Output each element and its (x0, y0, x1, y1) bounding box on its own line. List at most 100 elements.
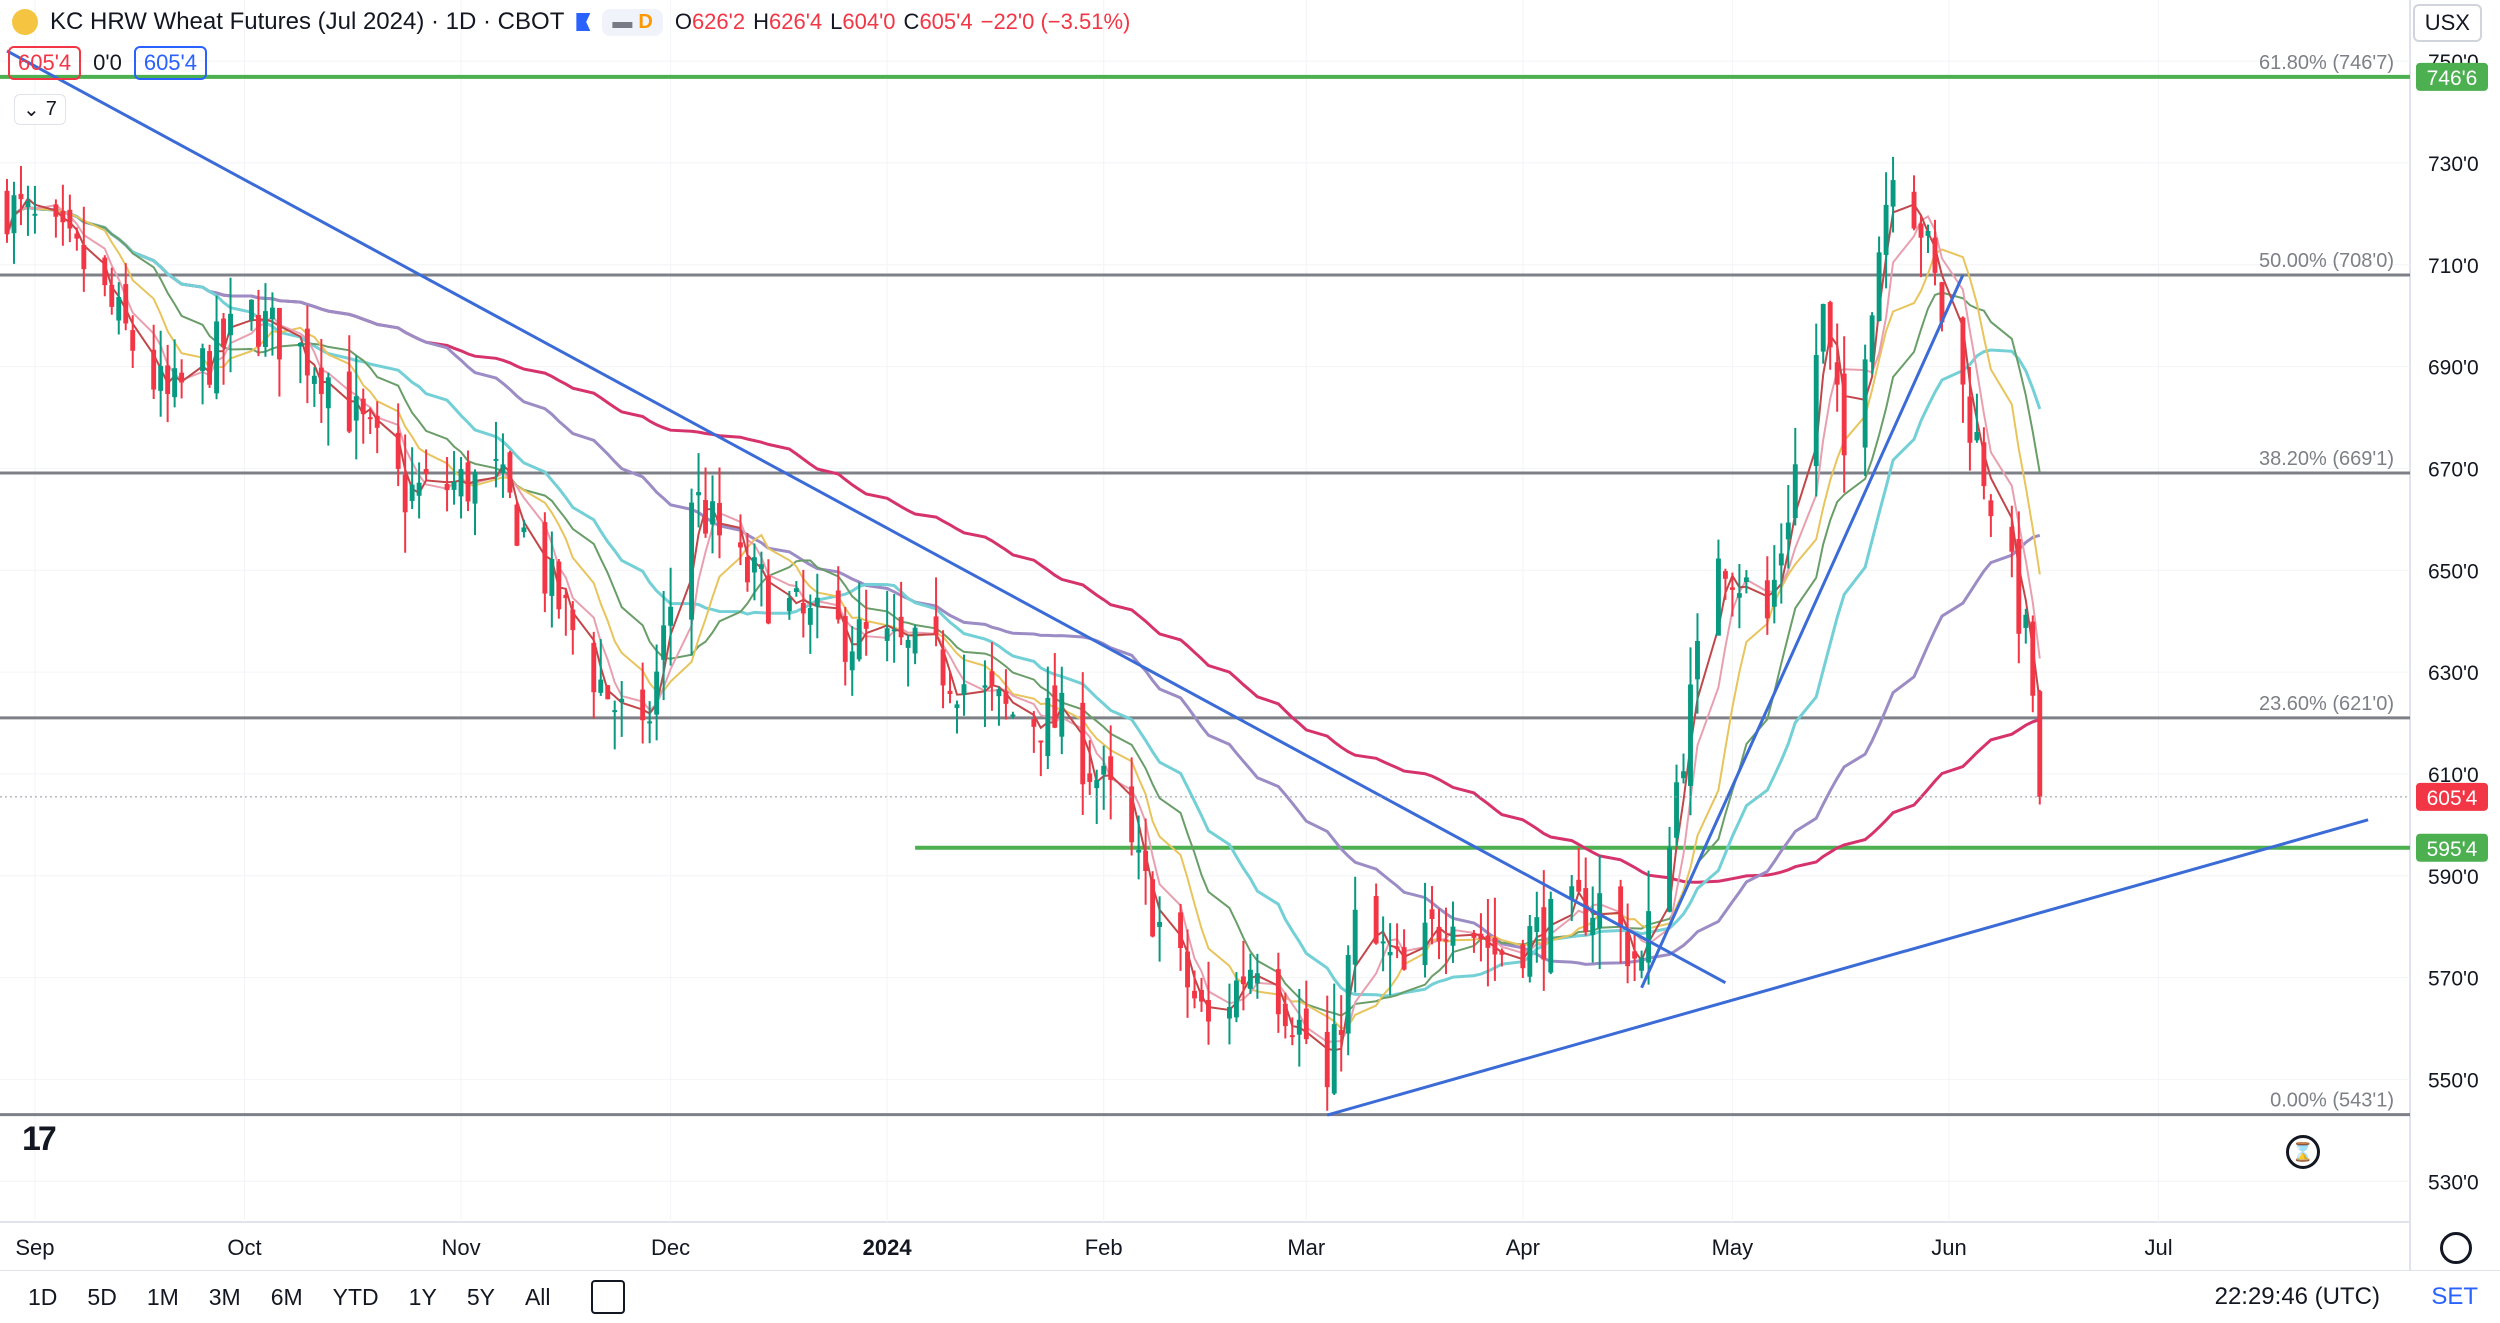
candle-body (1394, 946, 1400, 950)
candle-body (661, 625, 667, 660)
x-tick-label: Oct (227, 1235, 261, 1260)
indicators-toggle[interactable]: ⌄ 7 (14, 94, 66, 125)
fib-level-label: 23.60% (621'0) (2259, 693, 2394, 715)
timeframe-1y[interactable]: 1Y (408, 1283, 437, 1310)
candle-body (1764, 580, 1770, 619)
fib-level-label: 61.80% (746'7) (2259, 52, 2394, 74)
sell-button[interactable]: 605'4 (8, 46, 82, 80)
timeframe-6m[interactable]: 6M (270, 1283, 303, 1310)
candle-body (1743, 577, 1749, 583)
candle-body (647, 721, 653, 724)
timeframe-5y[interactable]: 5Y (466, 1283, 495, 1310)
candle-body (165, 365, 171, 395)
hourglass-icon[interactable]: ⌛ (2286, 1135, 2320, 1169)
candle-body (1003, 691, 1009, 704)
candle-body (493, 458, 499, 461)
candle-body (346, 371, 352, 432)
candle-body (1296, 1019, 1302, 1035)
candle-body (311, 375, 317, 384)
candle-body (1038, 740, 1044, 743)
candle-body (1178, 912, 1183, 948)
last-price-badge: 605'4 (2427, 787, 2478, 810)
delay-badge: D (638, 10, 653, 33)
y-tick-label: 710'0 (2428, 255, 2479, 278)
candle-body (25, 200, 31, 208)
settings-gear-icon[interactable] (2440, 1232, 2472, 1264)
candle-body (800, 602, 806, 614)
bottom-toolbar: 1D 5D 1M 3M 6M YTD 1Y 5Y All 22:29:46 (U… (0, 1270, 2500, 1323)
candle-body (60, 210, 66, 223)
candle-body (1932, 237, 1938, 273)
candle-body (1471, 932, 1477, 938)
candle-body (591, 642, 597, 693)
fib-level-label: 50.00% (708'0) (2259, 250, 2394, 272)
trade-row: 605'4 0'0 605'4 (8, 46, 207, 80)
clock-readout[interactable]: 22:29:46 (UTC) (2214, 1283, 2380, 1310)
candle-body (1157, 921, 1163, 927)
y-tick-label: 570'0 (2428, 968, 2479, 991)
symbol-title[interactable]: KC HRW Wheat Futures (Jul 2024) · 1D · C… (50, 8, 565, 35)
candle-body (444, 483, 450, 491)
candle-body (1527, 926, 1533, 977)
candle-body (297, 342, 303, 347)
candle-body (2016, 538, 2022, 634)
buy-button[interactable]: 605'4 (133, 46, 207, 80)
candle-body (32, 213, 38, 216)
candle-body (2037, 691, 2043, 797)
candle-body (514, 504, 520, 546)
timeframe-all[interactable]: All (524, 1283, 551, 1310)
candle-body (18, 193, 24, 200)
candle-body (884, 628, 890, 641)
candle-body (318, 367, 324, 394)
currency-selector[interactable]: USX (2412, 4, 2482, 42)
candle-body (1136, 849, 1142, 853)
session-set-button[interactable]: SET (2431, 1283, 2478, 1310)
timeframe-3m[interactable]: 3M (208, 1283, 241, 1310)
candle-body (325, 377, 331, 409)
candle-body (4, 190, 10, 235)
candle-body (507, 452, 513, 493)
candle-body (570, 609, 576, 631)
candle-body (1094, 780, 1100, 789)
timeframe-5d[interactable]: 5D (87, 1283, 117, 1310)
candle-body (556, 561, 562, 610)
chart-header: KC HRW Wheat Futures (Jul 2024) · 1D · C… (0, 0, 2412, 44)
candle-body (1688, 684, 1693, 786)
data-status-pill[interactable]: ▬ D (602, 8, 663, 36)
x-tick-label: Apr (1506, 1235, 1540, 1260)
candle-body (912, 627, 918, 654)
candle-body (1282, 1003, 1288, 1027)
candle-body (863, 622, 869, 629)
timeframe-1m[interactable]: 1M (146, 1283, 179, 1310)
candle-body (1380, 941, 1386, 944)
candle-body (1031, 719, 1037, 727)
candle-body (304, 328, 310, 376)
candle-body (1331, 1024, 1337, 1094)
symbol-logo-icon (12, 9, 38, 35)
candle-body (409, 484, 415, 501)
candle-body (668, 606, 674, 626)
calendar-icon[interactable] (590, 1280, 625, 1314)
candle-body (1967, 396, 1973, 443)
flag-icon[interactable] (576, 13, 591, 31)
candle-body (605, 685, 611, 700)
candle-body (710, 501, 715, 525)
candle-body (1820, 303, 1826, 352)
spread-value: 0'0 (93, 50, 122, 75)
candle-body (1303, 1008, 1309, 1040)
candle-body (458, 469, 464, 497)
tradingview-logo-icon[interactable]: 17 (22, 1120, 57, 1158)
candle-body (1052, 685, 1058, 728)
candle-body (276, 307, 282, 360)
toggle-icon: ▬ (612, 10, 633, 33)
x-tick-label: Jun (1931, 1235, 1966, 1260)
candle-body (996, 689, 1002, 697)
candle-body (360, 398, 366, 415)
timeframe-1d[interactable]: 1D (28, 1283, 58, 1310)
trendline-steep-uptrend (1640, 274, 1965, 989)
low-value: 604'0 (842, 9, 896, 34)
candle-body (1792, 464, 1798, 519)
candle-body (109, 284, 115, 307)
timeframe-ytd[interactable]: YTD (332, 1283, 379, 1310)
